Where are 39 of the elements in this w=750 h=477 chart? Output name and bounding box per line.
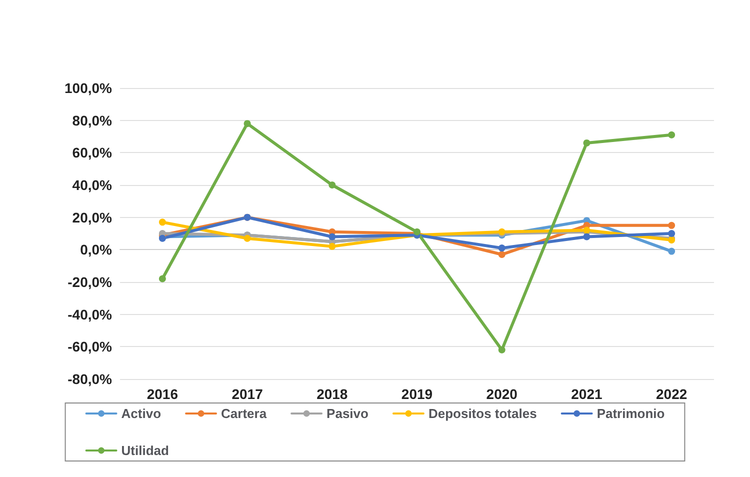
legend-label: Cartera — [221, 406, 268, 421]
y-tick-label: 40,0% — [72, 177, 113, 193]
y-tick-label: 80,0% — [72, 112, 113, 128]
point — [668, 222, 676, 229]
point — [668, 230, 676, 237]
x-tick-label: 2022 — [656, 386, 688, 402]
point — [244, 234, 251, 242]
x-tick-label: 2016 — [146, 386, 178, 402]
point — [498, 346, 506, 354]
point — [328, 233, 336, 240]
x-tick-label: 2017 — [232, 386, 264, 402]
y-tick-label: -20,0% — [68, 274, 113, 290]
point — [498, 251, 506, 258]
point — [498, 244, 506, 252]
point — [158, 218, 166, 226]
x-tick-label: 2020 — [486, 386, 518, 402]
x-tick-label: 2021 — [571, 386, 602, 402]
point — [668, 131, 676, 138]
y-tick-label: 60,0% — [72, 144, 113, 161]
point — [158, 275, 166, 282]
y-tick-label: -80,0% — [68, 371, 113, 387]
point — [668, 248, 676, 255]
point — [583, 139, 590, 146]
point — [583, 233, 590, 240]
x-tick-label: 2018 — [316, 386, 348, 402]
point — [328, 182, 336, 188]
legend-label: Pasivo — [326, 406, 369, 421]
x-tick-label: 2019 — [401, 386, 433, 402]
legend-label: Patrimonio — [596, 406, 665, 421]
y-tick-label: 100,0% — [64, 80, 113, 96]
legend-label: Activo — [121, 406, 162, 421]
legend-label: Depositos totales — [428, 406, 537, 421]
legend-label: Utilidad — [121, 443, 170, 458]
y-tick-label: 20,0% — [72, 209, 113, 226]
y-tick-label: -60,0% — [68, 338, 113, 355]
y-tick-label: -40,0% — [68, 306, 113, 322]
point — [244, 120, 251, 128]
y-tick-label: 0,0% — [80, 242, 113, 258]
point — [328, 242, 336, 250]
